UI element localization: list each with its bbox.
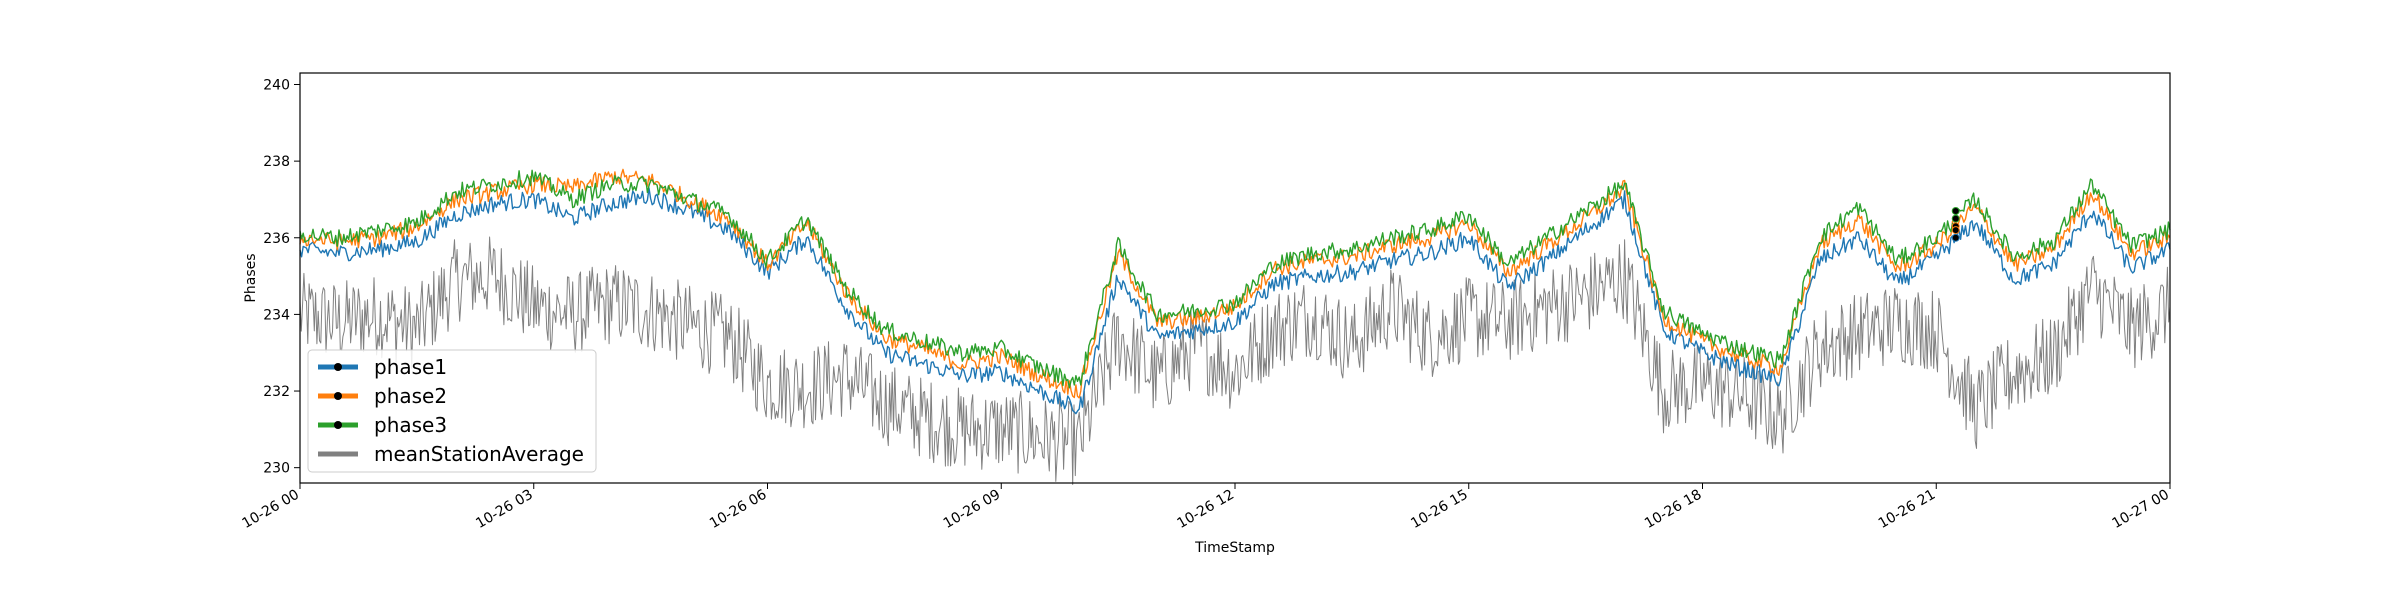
highlighted-points	[1951, 206, 1960, 242]
x-tick-label: 10-27 00	[2109, 487, 2172, 532]
legend-marker-phase3	[334, 421, 342, 429]
legend-box	[307, 349, 597, 473]
x-tick-label: 10-26 21	[1876, 487, 1939, 532]
x-tick-label: 10-26 15	[1408, 487, 1471, 532]
x-tick-label: 10-26 06	[707, 487, 770, 532]
highlighted-point-phase3	[1951, 214, 1960, 223]
x-tick-label: 10-26 03	[473, 487, 536, 532]
legend-label-phase2: phase2	[374, 384, 447, 408]
highlighted-point-phase3	[1951, 206, 1960, 215]
x-tick-label: 10-26 12	[1174, 487, 1237, 532]
series-layer	[299, 168, 2171, 485]
series-line-meanStationAverage	[299, 236, 2171, 485]
y-tick-label: 236	[263, 231, 290, 247]
highlighted-point-phase1	[1951, 233, 1960, 242]
y-tick-label: 240	[263, 77, 290, 93]
x-axis-label: TimeStamp	[1194, 540, 1275, 556]
legend-label-phase1: phase1	[374, 355, 447, 379]
y-axis-label: Phases	[243, 253, 259, 302]
x-axis: 10-26 00 10-26 03 10-26 06 10-26 09 10-26 12…	[239, 483, 2172, 532]
legend-marker-phase1	[334, 363, 342, 371]
y-tick-label: 234	[263, 307, 290, 323]
legend: phase1 phase2 phase3 meanStationAverage	[307, 349, 597, 473]
series-line-phase1	[299, 187, 2171, 415]
highlighted-point-phase2	[1951, 226, 1960, 235]
x-tick-label: 10-26 18	[1642, 487, 1705, 532]
legend-marker-phase2	[334, 392, 342, 400]
series-line-phase3	[299, 169, 2171, 389]
y-tick-label: 230	[263, 461, 290, 477]
legend-label-meanStationAverage: meanStationAverage	[374, 442, 584, 466]
x-tick-label: 10-26 09	[941, 487, 1004, 532]
y-axis: 230 232 234 236 238 240	[263, 77, 300, 477]
x-tick-label: 10-26 00	[239, 487, 302, 532]
y-tick-label: 232	[263, 384, 290, 400]
legend-label-phase3: phase3	[374, 413, 447, 437]
y-tick-label: 238	[263, 154, 290, 170]
